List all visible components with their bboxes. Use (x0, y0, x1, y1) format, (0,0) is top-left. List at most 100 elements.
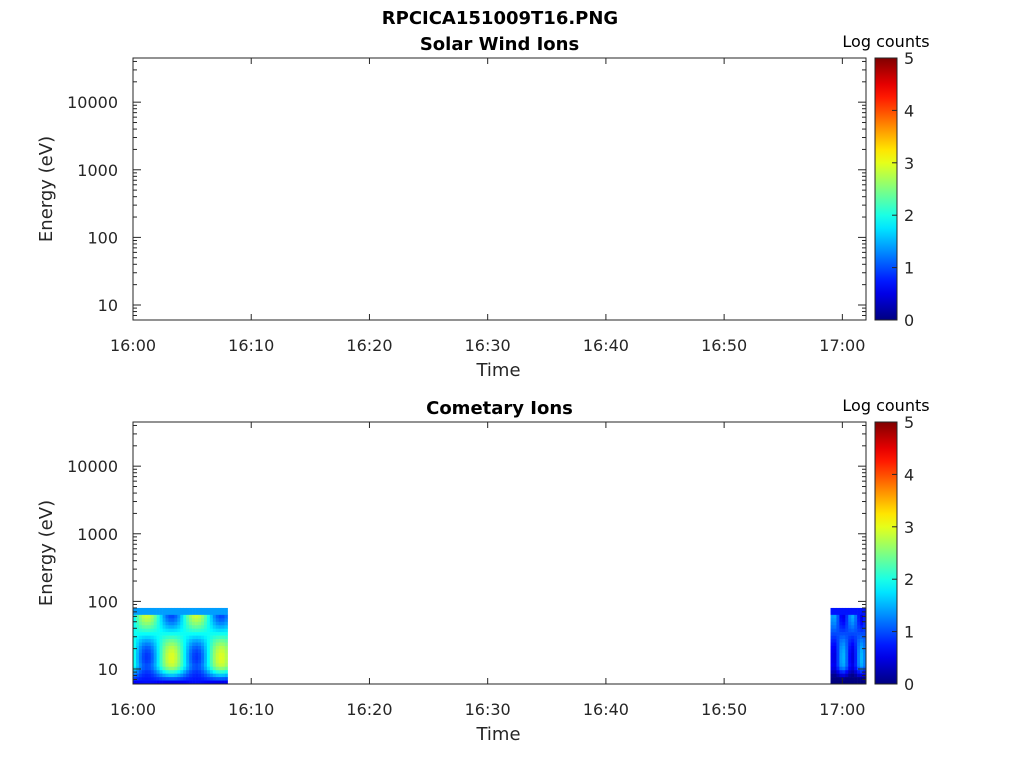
data-cell (218, 659, 222, 664)
data-cell (218, 628, 222, 633)
data-cell (150, 614, 154, 619)
data-cell (135, 663, 140, 668)
data-cell (218, 649, 222, 654)
data-cell (200, 625, 205, 629)
data-cell (141, 659, 146, 664)
data-cell (203, 680, 208, 685)
data-cell (860, 635, 864, 640)
data-cell (860, 621, 864, 626)
data-cell (206, 625, 211, 629)
data-cell (192, 652, 196, 657)
colorbar-tick-label: 0 (904, 311, 914, 330)
data-cell (224, 656, 228, 661)
data-cell (224, 625, 228, 629)
x-axis-label: Time (475, 360, 520, 381)
data-cell (212, 639, 217, 643)
data-cell (857, 652, 861, 657)
data-cell (215, 670, 220, 674)
data-cell (198, 656, 202, 661)
data-cell (200, 649, 205, 654)
data-cell (144, 618, 149, 623)
data-cell (203, 628, 208, 633)
data-cell (198, 680, 202, 685)
data-cell (839, 673, 843, 678)
data-cell (854, 642, 858, 647)
data-cell (177, 628, 181, 633)
data-cell (221, 656, 225, 661)
colorbar-label: Log counts (842, 32, 929, 51)
data-cell (839, 645, 843, 650)
data-cell (851, 673, 855, 678)
data-cell (221, 677, 225, 681)
data-cell (209, 659, 214, 664)
data-cell (830, 670, 834, 674)
data-cell (833, 611, 837, 616)
data-cell (863, 649, 867, 654)
data-cell (854, 621, 858, 626)
data-cell (156, 673, 160, 678)
data-cell (833, 618, 837, 623)
data-cell (156, 635, 160, 640)
data-cell (159, 632, 163, 636)
data-cell (842, 611, 846, 616)
data-cell (212, 642, 217, 647)
data-cell (189, 642, 193, 647)
figure-title: RPCICA151009T16.PNG (382, 8, 618, 29)
data-cell (153, 614, 157, 619)
data-cell (162, 625, 166, 629)
data-cell (854, 663, 858, 668)
data-cell (221, 628, 225, 633)
data-cell (200, 673, 205, 678)
data-cell (168, 656, 172, 661)
data-cell (192, 677, 196, 681)
data-cell (153, 645, 157, 650)
data-cell (830, 611, 834, 616)
data-cell (842, 614, 846, 619)
colorbar-label: Log counts (842, 396, 929, 415)
data-cell (224, 652, 228, 657)
data-cell (200, 677, 205, 681)
data-cell (168, 632, 172, 636)
data-cell (842, 639, 846, 643)
data-cell (845, 666, 849, 671)
data-cell (863, 677, 867, 681)
data-cell (168, 642, 172, 647)
data-cell (156, 618, 160, 623)
data-cell (218, 677, 222, 681)
data-cell (195, 659, 199, 664)
data-cell (845, 663, 849, 668)
data-cell (141, 652, 146, 657)
data-cell (162, 607, 166, 612)
data-cell (195, 645, 199, 650)
data-cell (133, 611, 137, 616)
data-cell (845, 645, 849, 650)
data-cell (159, 618, 163, 623)
data-cell (198, 635, 202, 640)
data-cell (159, 621, 163, 626)
data-cell (168, 659, 172, 664)
data-cell (198, 628, 202, 633)
data-cell (854, 614, 858, 619)
data-cell (848, 670, 852, 674)
data-cell (174, 666, 178, 671)
data-cell (203, 677, 208, 681)
data-cell (162, 618, 166, 623)
data-cell (212, 618, 217, 623)
data-cell (221, 635, 225, 640)
x-axis-label: Time (475, 724, 520, 745)
data-cell (851, 670, 855, 674)
data-cell (192, 663, 196, 668)
data-cell (144, 677, 149, 681)
data-cell (830, 673, 834, 678)
data-cell (144, 611, 149, 616)
data-cell (848, 666, 852, 671)
data-cell (165, 635, 169, 640)
data-cell (177, 635, 181, 640)
plot-area (132, 57, 867, 321)
data-cell (845, 642, 849, 647)
data-cell (845, 628, 849, 633)
colorbar-tick-label: 3 (904, 154, 914, 173)
data-cell (854, 649, 858, 654)
data-cell (851, 607, 855, 612)
data-cell (171, 673, 175, 678)
